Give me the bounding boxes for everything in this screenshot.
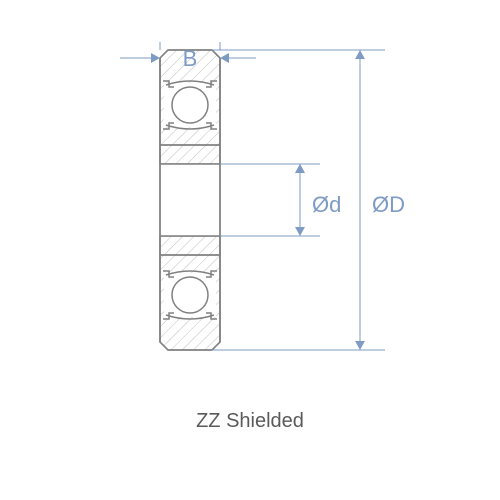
diagram-stage: B Ød ØD ZZ Shielded xyxy=(0,0,500,500)
diagram-caption: ZZ Shielded xyxy=(0,410,500,433)
svg-text:B: B xyxy=(183,46,198,71)
svg-text:ØD: ØD xyxy=(372,192,405,217)
svg-text:Ød: Ød xyxy=(312,192,341,217)
